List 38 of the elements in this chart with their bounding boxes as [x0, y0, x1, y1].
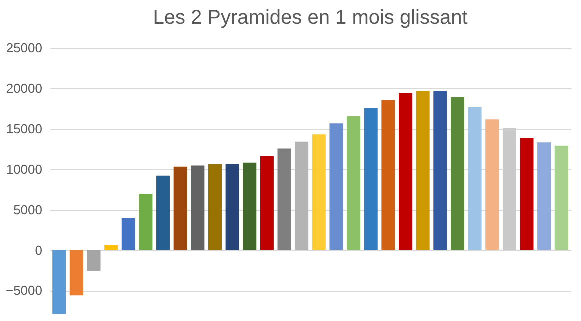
chart-title: Les 2 Pyramides en 1 mois glissant: [153, 7, 468, 29]
y-tick-label: 15000: [6, 121, 42, 136]
bar: [295, 142, 309, 250]
y-tick-label: 10000: [6, 162, 42, 177]
bar: [554, 146, 568, 250]
bar: [122, 218, 136, 250]
bar: [330, 124, 344, 250]
bar: [104, 245, 118, 250]
bar: [191, 166, 205, 250]
y-tick-label: 20000: [6, 80, 42, 96]
bar: [486, 120, 500, 250]
bar: [450, 97, 464, 250]
bar: [226, 164, 240, 250]
bar: [347, 116, 361, 250]
bar: [416, 91, 430, 250]
bar: [243, 162, 257, 250]
bar: [174, 166, 188, 250]
bar: [70, 250, 84, 296]
bar: [312, 134, 326, 250]
bar: [502, 128, 516, 250]
y-tick-label: −5000: [6, 283, 42, 298]
bar: [382, 100, 396, 250]
bar: [520, 138, 534, 250]
bar: [156, 176, 170, 250]
bar: [399, 93, 413, 250]
y-tick-label: 25000: [6, 40, 42, 56]
y-tick-label: 5000: [14, 202, 42, 218]
bar: [260, 156, 274, 250]
bar: [52, 250, 66, 314]
bar: [139, 194, 153, 250]
bar: [538, 142, 552, 250]
bar: [278, 148, 292, 250]
bar: [87, 250, 101, 272]
bar: [434, 91, 448, 250]
bar: [364, 108, 378, 250]
y-tick-label: 0: [35, 242, 42, 258]
bar: [208, 164, 222, 250]
bar: [468, 107, 482, 250]
